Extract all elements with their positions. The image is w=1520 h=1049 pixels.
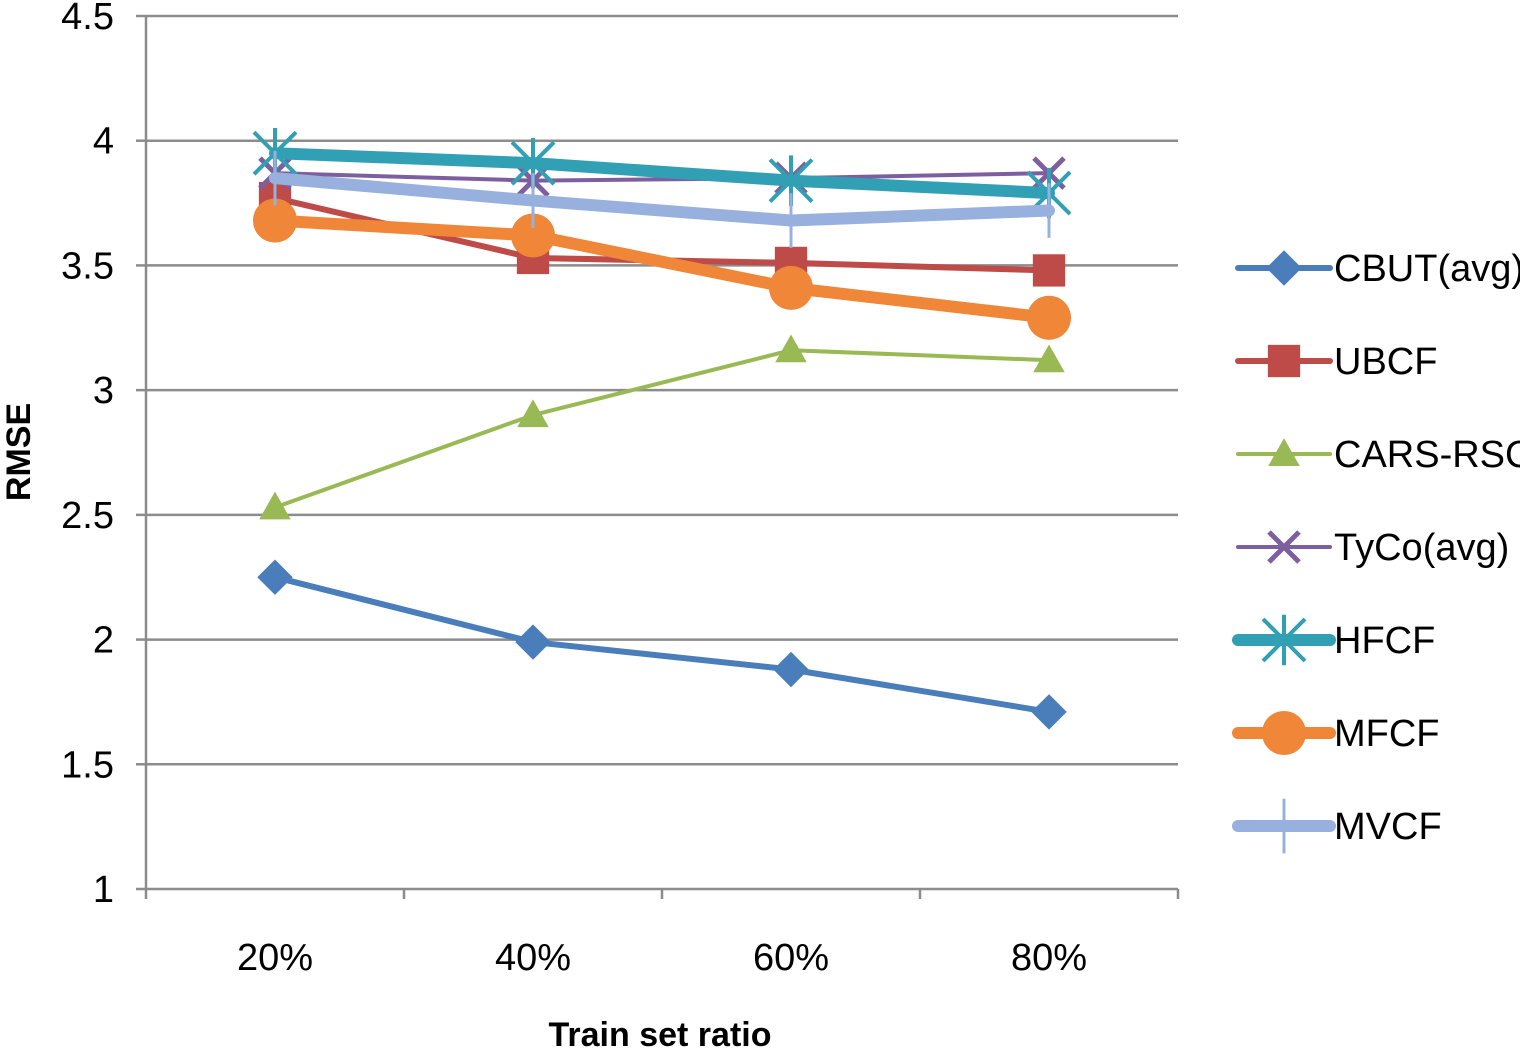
x-tick-label: 80% <box>1011 937 1087 979</box>
legend-item-mfcf: MFCF <box>1232 710 1440 756</box>
grid <box>146 14 1178 891</box>
legend-item-ubcf: UBCF <box>1235 341 1437 383</box>
data-point <box>1031 694 1067 730</box>
legend-item-cars-rscf: CARS-RSCF <box>1236 434 1520 476</box>
legend-marker <box>1267 344 1301 378</box>
legend-label: CARS-RSCF <box>1334 434 1520 476</box>
series-line <box>273 171 1051 183</box>
data-point <box>768 265 814 310</box>
legend: CBUT(avg) UBCF CARS-RSCF TyCo(avg) HFCF MFCF M… <box>1232 248 1520 854</box>
series-cars-rscf <box>259 334 1065 520</box>
legend-marker <box>1268 438 1300 466</box>
data-point <box>1032 254 1066 287</box>
legend-label: UBCF <box>1334 341 1437 383</box>
y-tick-label: 2 <box>93 620 114 662</box>
data-point <box>510 213 556 258</box>
legend-item-hfcf: HFCF <box>1232 614 1435 666</box>
legend-marker <box>1267 530 1301 564</box>
y-tick-label: 2.5 <box>61 495 114 537</box>
y-tick-label: 3.5 <box>61 245 114 287</box>
x-tick-label: 40% <box>495 937 571 979</box>
legend-marker <box>1266 250 1302 286</box>
series-line <box>272 574 1052 715</box>
data-point <box>257 559 293 595</box>
legend-item-mvcf: MVCF <box>1232 798 1442 854</box>
legend-item-tyco-avg: TyCo(avg) <box>1236 527 1509 569</box>
legend-label: MVCF <box>1334 806 1442 848</box>
legend-item-cbut-avg: CBUT(avg) <box>1235 248 1520 290</box>
data-point <box>252 198 298 243</box>
y-tick-label: 3 <box>93 370 114 412</box>
data-point <box>515 624 551 660</box>
legend-marker <box>1261 614 1307 666</box>
series-cbut-avg <box>257 559 1067 730</box>
series-line <box>269 214 1055 324</box>
data-point <box>1026 295 1072 340</box>
x-tick-label: 60% <box>753 937 829 979</box>
series-line <box>269 147 1055 200</box>
plot-area <box>252 127 1072 730</box>
series-ubcf <box>258 181 1066 287</box>
data-point <box>775 334 807 363</box>
series-line <box>273 348 1051 510</box>
y-tick-label: 4.5 <box>61 0 114 38</box>
legend-label: HFCF <box>1334 620 1435 662</box>
y-tick-label: 1 <box>93 869 114 911</box>
series-mvcf <box>269 150 1055 248</box>
x-axis-title: Train set ratio <box>549 1016 772 1049</box>
y-tick-label: 1.5 <box>61 744 114 786</box>
y-axis-title: RMSE <box>0 403 38 501</box>
x-tick-label: 20% <box>237 937 313 979</box>
data-point <box>773 651 809 688</box>
data-point <box>1033 344 1065 373</box>
data-point <box>517 399 549 428</box>
legend-label: TyCo(avg) <box>1334 527 1509 569</box>
axes: 1 1.5 2 2.5 3 3.5 4 4.5 20% 40% 60% 80% <box>61 0 1180 979</box>
data-point <box>259 491 291 520</box>
legend-label: MFCF <box>1334 713 1440 755</box>
series-line <box>269 172 1055 227</box>
legend-marker <box>1261 710 1307 756</box>
series-mfcf <box>252 198 1072 340</box>
legend-label: CBUT(avg) <box>1334 248 1520 290</box>
y-tick-label: 4 <box>93 121 114 163</box>
